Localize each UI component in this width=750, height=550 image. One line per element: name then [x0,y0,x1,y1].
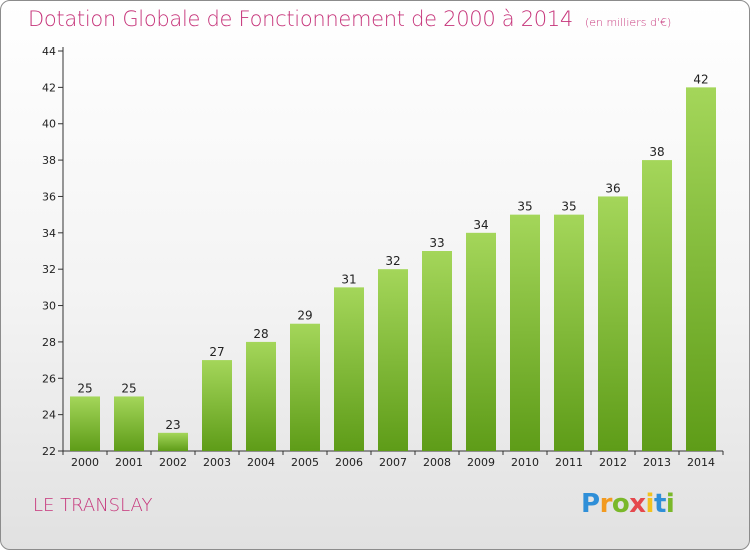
data-label: 31 [341,272,356,286]
x-tick-label: 2012 [599,456,627,469]
bar [554,214,584,451]
x-tick-label: 2013 [643,456,671,469]
y-tick-label: 36 [42,190,56,203]
logo-letter: P [581,489,600,519]
bar [422,251,452,451]
logo-letter: x [629,489,646,519]
bar [158,432,188,451]
bar [114,396,144,451]
x-tick-label: 2011 [555,456,583,469]
data-label: 28 [253,327,268,341]
data-label: 25 [121,381,136,395]
bar [246,341,276,451]
x-tick-label: 2007 [379,456,407,469]
data-label: 32 [385,254,400,268]
bar [686,87,716,451]
data-label: 29 [297,309,312,323]
bar [642,160,672,451]
y-tick-label: 32 [42,263,56,276]
y-tick-label: 30 [42,300,56,313]
y-tick-label: 42 [42,81,56,94]
data-label: 34 [473,218,488,232]
data-label: 25 [77,381,92,395]
y-tick-label: 26 [42,372,56,385]
chart-unit: (en milliers d'€) [584,16,672,29]
x-tick-label: 2000 [71,456,99,469]
data-label: 36 [605,181,620,195]
data-label: 35 [561,200,576,214]
bar [290,323,320,451]
logo-letter: i [645,489,655,519]
bar [70,396,100,451]
data-label: 38 [649,145,664,159]
bar [510,214,540,451]
data-label: 42 [693,72,708,86]
logo-letter: o [611,489,630,519]
y-tick-label: 40 [42,118,56,131]
logo-letter: r [599,489,613,519]
y-tick-label: 34 [42,227,56,240]
x-tick-label: 2001 [115,456,143,469]
x-tick-label: 2008 [423,456,451,469]
commune-name: LE TRANSLAY [33,495,153,516]
x-tick-label: 2003 [203,456,231,469]
chart-title-text: Dotation Globale de Fonctionnement de 20… [28,7,573,31]
proxiti-logo[interactable]: Proxiti [581,489,675,519]
bar [334,287,364,451]
data-label: 33 [429,236,444,250]
y-tick-label: 28 [42,336,56,349]
x-tick-label: 2006 [335,456,363,469]
x-tick-label: 2002 [159,456,187,469]
y-tick-label: 44 [42,45,56,58]
x-tick-label: 2014 [687,456,715,469]
y-tick-label: 38 [42,154,56,167]
x-tick-label: 2004 [247,456,275,469]
bar [598,196,628,451]
x-tick-label: 2005 [291,456,319,469]
logo-letter: i [665,489,675,519]
bar [378,269,408,451]
y-tick-label: 24 [42,409,56,422]
x-tick-label: 2010 [511,456,539,469]
data-label: 27 [209,345,224,359]
data-label: 35 [517,200,532,214]
bar [466,232,496,451]
logo-letter: t [653,489,666,519]
bar [202,360,232,451]
y-tick-label: 22 [42,445,56,458]
data-label: 23 [165,418,180,432]
x-tick-label: 2009 [467,456,495,469]
chart-title: Dotation Globale de Fonctionnement de 20… [28,7,671,31]
